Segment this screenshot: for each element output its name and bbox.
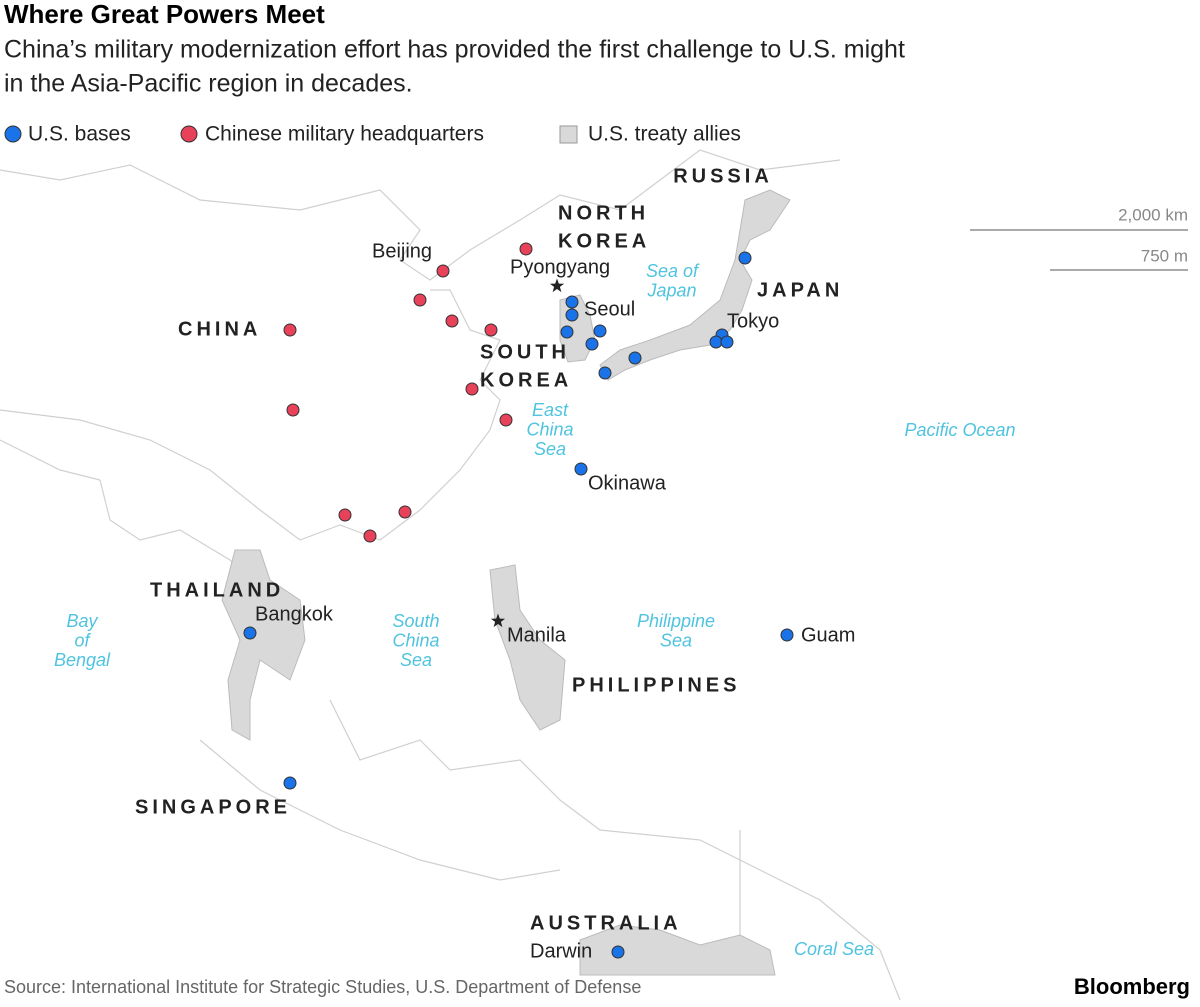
hq-marker [413,293,427,307]
city-label: Tokyo [727,310,779,332]
capital-star [549,278,565,293]
hq-marker [436,264,450,278]
legend-marker [559,125,578,144]
water-label: Sea [660,630,692,650]
water-label: of [74,630,91,650]
water-label: Sea of [646,261,700,281]
base-marker [720,335,734,349]
hq-marker [499,413,513,427]
capital-star [490,613,506,628]
water-label: Bay [66,611,98,631]
hq-marker [465,382,479,396]
hq-marker [286,403,300,417]
country-label: SINGAPORE [135,796,291,818]
city-label: Guam [801,624,855,646]
legend-marker [180,125,198,143]
city-label: Okinawa [588,472,667,494]
water-label: China [392,630,439,650]
water-label: East [532,400,569,420]
philippines [489,564,566,731]
base-marker [628,351,642,365]
city-label: Darwin [530,940,592,962]
country-label: AUSTRALIA [530,912,682,934]
country-label: SOUTH [480,341,570,363]
base-marker [709,335,723,349]
water-label: China [526,419,573,439]
water-label: Philippine [637,611,715,631]
australia [579,924,776,976]
base-marker [780,628,794,642]
japan [599,189,791,381]
city-label: Bangkok [255,603,334,625]
base-marker [585,337,599,351]
basemap [0,149,901,1001]
base-marker [738,251,752,265]
hq-marker [519,242,533,256]
city-label: Pyongyang [510,256,610,278]
legend-label: Chinese military headquarters [205,123,484,146]
title: Where Great Powers Meet [4,0,325,29]
base-marker [283,776,297,790]
thailand [221,549,306,741]
country-label: KOREA [480,369,572,391]
country-label: KOREA [558,230,650,252]
water-label: Coral Sea [794,939,874,959]
base-marker [574,462,588,476]
water-label: Sea [400,650,432,670]
hq-marker [338,508,352,522]
legend-label: U.S. bases [28,123,131,146]
country-label: NORTH [558,202,649,224]
country-label: THAILAND [150,579,284,601]
country-label: PHILIPPINES [572,674,740,696]
city-label: Beijing [372,240,432,262]
base-marker [611,945,625,959]
base-marker [565,308,579,322]
water-label: Bengal [54,650,111,670]
base-marker [565,295,579,309]
subtitle: China’s military modernization effort ha… [4,36,905,64]
hq-marker [484,323,498,337]
hq-marker [398,505,412,519]
city-label: Seoul [584,298,635,320]
water-label: Pacific Ocean [904,420,1015,440]
hq-marker [363,529,377,543]
source: Source: International Institute for Stra… [4,977,641,997]
legend-marker [4,125,22,143]
hq-marker [445,314,459,328]
water-label: Japan [646,280,696,300]
base-marker [598,366,612,380]
country-label: CHINA [178,318,261,340]
hq-marker [283,323,297,337]
country-label: JAPAN [757,279,843,301]
legend-label: U.S. treaty allies [588,123,741,146]
base-marker [593,324,607,338]
scale-label: 2,000 km [1118,205,1188,224]
brand: Bloomberg [1074,974,1190,999]
base-marker [243,626,257,640]
subtitle: in the Asia-Pacific region in decades. [4,70,413,98]
city-label: Manila [507,624,567,646]
scale-label: 750 m [1141,246,1188,265]
base-marker [560,325,574,339]
water-label: Sea [534,439,566,459]
water-label: South [392,611,439,631]
country-label: RUSSIA [673,165,773,187]
